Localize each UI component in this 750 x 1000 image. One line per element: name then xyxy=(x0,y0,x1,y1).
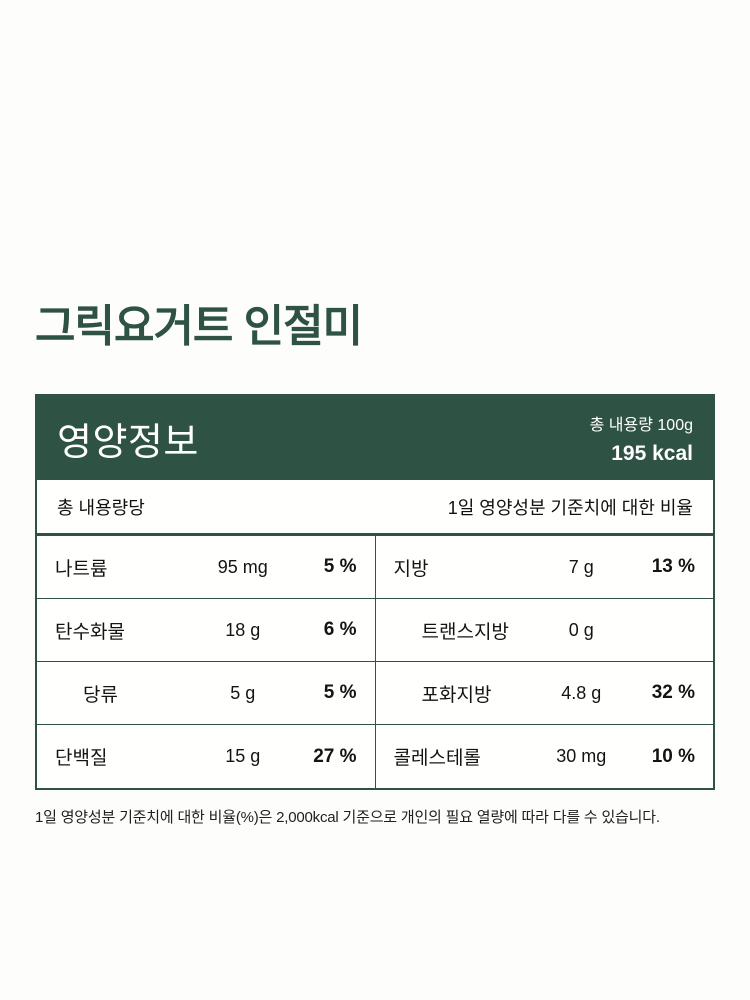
nutrient-name: 당류 xyxy=(83,684,118,706)
nutrient-row-saturated-fat: 포화지방 4.8 g 32 % xyxy=(375,662,713,725)
nutrient-daily-value: 10 % xyxy=(651,745,695,767)
nutrient-amount: 5 g xyxy=(230,682,256,703)
calories-value: 195 kcal xyxy=(611,441,693,465)
nutrient-daily-value: 6 % xyxy=(323,619,357,640)
nutrient-grid: 나트륨 95 mg 5 % 탄수화물 18 g 6 % 당류 5 g 5 % 단… xyxy=(37,536,713,788)
nutrient-amount: 0 g xyxy=(568,619,594,640)
nutrient-amount: 95 mg xyxy=(217,556,268,577)
label-header: 영양정보 총 내용량 100g 195 kcal xyxy=(37,396,713,480)
nutrient-daily-value: 5 % xyxy=(323,556,357,577)
nutrient-row-sodium: 나트륨 95 mg 5 % xyxy=(37,536,375,599)
footnote: 1일 영양성분 기준치에 대한 비율(%)은 2,000kcal 기준으로 개인… xyxy=(35,809,660,826)
nutrient-name: 지방 xyxy=(393,558,429,580)
serving-info: 총 내용량 100g 195 kcal xyxy=(590,411,693,466)
nutrient-amount: 18 g xyxy=(225,619,261,640)
label-subheader: 총 내용량당 1일 영양성분 기준치에 대한 비율 xyxy=(37,480,713,536)
nutrient-row-sugars: 당류 5 g 5 % xyxy=(37,662,375,725)
nutrient-name: 트랜스지방 xyxy=(421,621,509,643)
nutrient-row-protein: 단백질 15 g 27 % xyxy=(37,725,375,788)
nutrient-name: 탄수화물 xyxy=(55,621,125,643)
daily-value-header: 1일 영양성분 기준치에 대한 비율 xyxy=(447,497,693,518)
nutrient-amount: 4.8 g xyxy=(561,682,602,703)
nutrient-amount: 15 g xyxy=(225,746,261,766)
nutrient-amount: 7 g xyxy=(568,556,594,577)
nutrient-daily-value: 32 % xyxy=(651,682,695,703)
nutrient-column-right: 지방 7 g 13 % 트랜스지방 0 g 포화지방 4.8 g 32 % 콜레… xyxy=(374,536,714,788)
nutrient-row-fat: 지방 7 g 13 % xyxy=(375,536,713,599)
nutrient-row-carbohydrate: 탄수화물 18 g 6 % xyxy=(37,599,375,662)
product-title: 그릭요거트 인절미 xyxy=(35,302,363,351)
nutrient-daily-value: 5 % xyxy=(323,682,357,703)
nutrient-daily-value: 27 % xyxy=(313,745,357,767)
nutrient-name: 나트륨 xyxy=(55,558,108,580)
nutrient-amount: 30 mg xyxy=(556,746,607,766)
serving-size: 총 내용량 100g xyxy=(589,416,693,434)
nutrient-row-trans-fat: 트랜스지방 0 g xyxy=(375,599,713,662)
per-amount-label: 총 내용량당 xyxy=(57,497,145,518)
nutrient-column-left: 나트륨 95 mg 5 % 탄수화물 18 g 6 % 당류 5 g 5 % 단… xyxy=(37,536,375,788)
nutrient-row-cholesterol: 콜레스테롤 30 mg 10 % xyxy=(376,725,714,788)
nutrition-facts-table: 영양정보 총 내용량 100g 195 kcal 총 내용량당 1일 영양성분 … xyxy=(35,394,715,790)
nutrient-name: 단백질 xyxy=(55,748,108,769)
label-title: 영양정보 xyxy=(57,421,199,464)
nutrient-name: 포화지방 xyxy=(421,684,492,706)
nutrient-daily-value: 13 % xyxy=(651,556,695,577)
nutrient-name: 콜레스테롤 xyxy=(393,748,481,769)
